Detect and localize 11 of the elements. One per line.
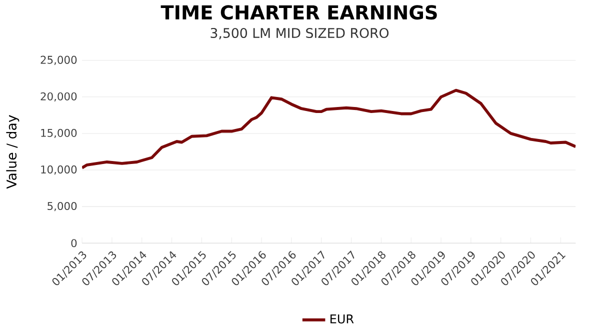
y-tick-label: 15,000 [41, 128, 77, 138]
line-series [82, 88, 576, 170]
chart-subtitle: 3,500 LM MID SIZED RORO [210, 28, 389, 40]
y-tick-label: 10,000 [41, 165, 77, 175]
y-tick-label: 0 [71, 239, 77, 248]
y-tick-label: 25,000 [40, 56, 77, 65]
y-axis-title: Value / day [6, 114, 20, 189]
chart-title: TIME CHARTER EARNINGS [160, 5, 437, 20]
legend-label: EUR [330, 314, 354, 324]
y-tick-label: 20,000 [40, 92, 77, 102]
y-tick-label: 5,000 [48, 202, 77, 212]
